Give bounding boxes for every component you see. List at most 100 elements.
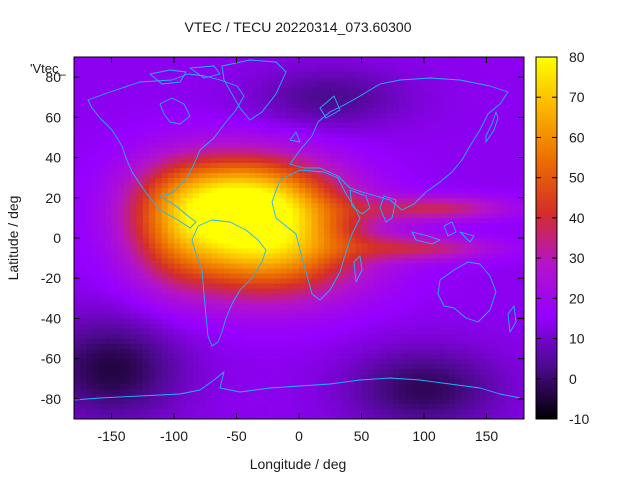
heatmap-cell [417, 92, 425, 98]
heatmap-cell [330, 122, 337, 128]
heatmap-cell [292, 187, 300, 194]
heatmap-cell [74, 222, 81, 229]
heatmap-cell [192, 238, 200, 244]
heatmap-cell [417, 222, 425, 229]
heatmap-cell [305, 298, 312, 304]
heatmap-cell [399, 92, 406, 98]
heatmap-cell [180, 393, 187, 400]
heatmap-cell [336, 122, 344, 128]
heatmap-cell [80, 348, 87, 355]
heatmap-cell [480, 172, 487, 179]
heatmap-cell [124, 112, 131, 118]
heatmap-cell [305, 147, 312, 153]
heatmap-cell [261, 403, 269, 410]
heatmap-cell [280, 212, 287, 219]
heatmap-cell [155, 393, 162, 400]
heatmap-cell [230, 318, 237, 324]
heatmap-cell [186, 353, 194, 360]
heatmap-cell [474, 268, 481, 274]
heatmap-cell [349, 383, 356, 390]
heatmap-cell [386, 338, 394, 344]
heatmap-cell [255, 393, 262, 400]
heatmap-cell [99, 303, 106, 309]
heatmap-cell [430, 388, 437, 395]
heatmap-cell [436, 132, 444, 138]
heatmap-cell [111, 298, 119, 304]
heatmap-cell [186, 217, 194, 224]
heatmap-cell [261, 358, 269, 365]
heatmap-cell [186, 258, 194, 264]
heatmap-cell [467, 67, 475, 73]
heatmap-cell [117, 112, 125, 118]
heatmap-cell [155, 82, 162, 88]
heatmap-cell [105, 162, 112, 169]
heatmap-cell [324, 313, 331, 319]
heatmap-cell [380, 398, 387, 405]
heatmap-cell [174, 112, 181, 118]
heatmap-cell [280, 343, 287, 350]
heatmap-cell [242, 383, 250, 390]
heatmap-cell [330, 57, 337, 63]
heatmap-cell [230, 207, 237, 214]
heatmap-cell [211, 57, 219, 63]
heatmap-cell [167, 238, 175, 244]
heatmap-cell [292, 207, 300, 214]
heatmap-cell [311, 192, 319, 199]
heatmap-cell [342, 117, 350, 123]
heatmap-cell [336, 227, 344, 234]
heatmap-cell [230, 92, 237, 98]
heatmap-cell [186, 92, 194, 98]
heatmap-cell [486, 197, 494, 204]
heatmap-cell [255, 187, 262, 194]
heatmap-cell [430, 348, 437, 355]
heatmap-cell [374, 157, 381, 163]
heatmap-cell [124, 333, 131, 339]
heatmap-cell [380, 202, 387, 209]
heatmap-cell [142, 298, 150, 304]
heatmap-cell [180, 308, 187, 314]
heatmap-cell [317, 217, 325, 224]
heatmap-cell [261, 82, 269, 88]
heatmap-cell [105, 82, 112, 88]
heatmap-cell [117, 343, 125, 350]
heatmap-cell [399, 303, 406, 309]
heatmap-cell [180, 177, 187, 184]
heatmap-cell [261, 102, 269, 108]
heatmap-cell [186, 288, 194, 294]
heatmap-cell [436, 207, 444, 214]
heatmap-cell [442, 328, 450, 334]
heatmap-cell [411, 97, 419, 103]
heatmap-cell [149, 338, 156, 344]
heatmap-cell [236, 318, 244, 324]
heatmap-cell [136, 232, 144, 239]
heatmap-cell [149, 137, 156, 143]
heatmap-cell [205, 67, 212, 73]
heatmap-cell [236, 293, 244, 299]
heatmap-cell [242, 323, 250, 329]
heatmap-cell [274, 82, 281, 88]
heatmap-cell [480, 127, 487, 133]
heatmap-cell [280, 248, 287, 254]
heatmap-cell [180, 207, 187, 214]
heatmap-cell [405, 112, 412, 118]
heatmap-cell [161, 167, 169, 174]
heatmap-cell [174, 258, 181, 264]
heatmap-cell [267, 308, 275, 314]
heatmap-cell [180, 298, 187, 304]
heatmap-cell [186, 197, 194, 204]
heatmap-cell [80, 212, 87, 219]
heatmap-cell [424, 137, 431, 143]
heatmap-cell [299, 177, 306, 184]
heatmap-cell [280, 157, 287, 163]
heatmap-cell [249, 333, 256, 339]
heatmap-cell [311, 97, 319, 103]
heatmap-cell [374, 107, 381, 113]
heatmap-cell [211, 343, 219, 350]
heatmap-cell [305, 358, 312, 365]
heatmap-cell [180, 328, 187, 334]
heatmap-cell [355, 258, 362, 264]
heatmap-cell [217, 373, 225, 380]
heatmap-cell [249, 97, 256, 103]
heatmap-cell [361, 187, 369, 194]
heatmap-cell [74, 238, 81, 244]
